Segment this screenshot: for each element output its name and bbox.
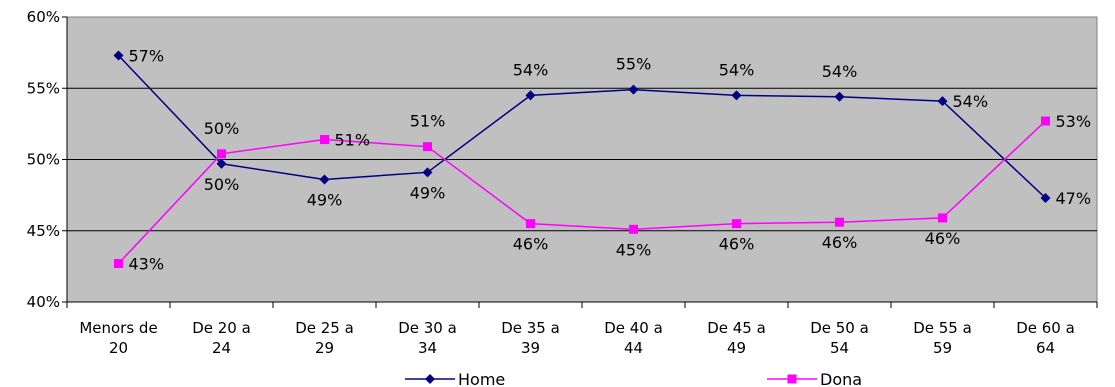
data-point-dona xyxy=(217,149,226,159)
x-category-label: De 35 a xyxy=(501,319,560,337)
data-point-home xyxy=(113,50,124,61)
data-label-home: 55% xyxy=(616,55,652,74)
data-label-dona: 53% xyxy=(1056,112,1092,131)
data-label-home: 54% xyxy=(513,60,549,79)
data-point-dona xyxy=(423,142,432,152)
legend-label-dona: Dona xyxy=(820,370,862,387)
data-point-dona xyxy=(526,219,535,229)
y-tick-label: 50% xyxy=(27,151,60,169)
x-category-label: 20 xyxy=(109,339,128,357)
data-point-home xyxy=(525,90,536,101)
axes: 40% 45% 50% 55% 60% Menors de 20 De 20 a 24 De 25… xyxy=(27,8,1098,357)
data-label-dona: 46% xyxy=(719,235,755,254)
data-point-home xyxy=(319,174,330,185)
x-category-label: 54 xyxy=(830,339,849,357)
x-category-label: De 60 a xyxy=(1016,319,1075,337)
x-category-label: De 30 a xyxy=(398,319,457,337)
data-label-dona: 46% xyxy=(822,233,858,252)
data-label-home: 54% xyxy=(822,62,858,81)
data-point-dona xyxy=(835,217,844,227)
x-category-label: 49 xyxy=(727,339,746,357)
data-point-dona xyxy=(1041,116,1050,126)
x-category-label: De 45 a xyxy=(707,319,766,337)
data-labels: 57% 50% 49% 49% 54% 55% 54% 54% 54% 47% 43% 50% 51% 5… xyxy=(129,46,1092,273)
x-category-label: De 40 a xyxy=(604,319,663,337)
y-tick-label: 55% xyxy=(27,79,60,97)
series-group xyxy=(113,50,1051,269)
data-point-home xyxy=(834,91,845,102)
data-point-dona xyxy=(938,213,947,223)
x-category-label: De 25 a xyxy=(295,319,354,337)
legend-marker-dona xyxy=(787,374,797,384)
legend-label-home: Home xyxy=(458,370,505,387)
x-category-label: 64 xyxy=(1036,339,1055,357)
data-label-home: 47% xyxy=(1056,189,1092,208)
data-label-dona: 51% xyxy=(410,112,446,131)
x-category-label: De 20 a xyxy=(192,319,251,337)
data-label-home: 54% xyxy=(719,60,755,79)
legend-marker-home xyxy=(425,374,435,384)
data-point-home xyxy=(937,96,948,107)
data-label-dona: 51% xyxy=(335,131,371,150)
x-category-label: Menors de xyxy=(79,319,157,337)
x-category-label: 59 xyxy=(933,339,952,357)
y-tick-label: 45% xyxy=(27,222,60,240)
data-label-home: 50% xyxy=(204,175,240,194)
data-label-dona: 50% xyxy=(204,119,240,138)
x-category-label: De 55 a xyxy=(913,319,972,337)
plot-area xyxy=(66,16,1098,303)
legend: Home Dona xyxy=(405,370,862,387)
x-category-label: 34 xyxy=(418,339,437,357)
x-category-label: 24 xyxy=(212,339,231,357)
y-tick-label: 40% xyxy=(27,293,60,311)
data-point-home xyxy=(216,158,227,169)
x-category-label: 39 xyxy=(521,339,540,357)
series-line-home xyxy=(117,54,1047,199)
data-label-home: 49% xyxy=(410,183,446,202)
series-line-dona xyxy=(117,120,1047,265)
data-point-home xyxy=(628,84,639,95)
x-category-label: De 50 a xyxy=(810,319,869,337)
x-category-label: 29 xyxy=(315,339,334,357)
data-label-dona: 46% xyxy=(925,229,961,248)
y-tick-label: 60% xyxy=(27,8,60,26)
data-point-home xyxy=(422,167,433,178)
data-point-dona xyxy=(114,259,123,269)
x-category-label: 44 xyxy=(624,339,643,357)
data-point-dona xyxy=(320,135,329,145)
data-point-dona xyxy=(732,219,741,229)
data-label-home: 54% xyxy=(953,92,989,111)
data-point-home xyxy=(1040,192,1051,203)
data-label-dona: 46% xyxy=(513,235,549,254)
data-label-dona: 43% xyxy=(129,255,165,274)
data-label-home: 57% xyxy=(129,46,165,65)
data-label-home: 49% xyxy=(307,190,343,209)
data-point-dona xyxy=(629,224,638,234)
data-point-home xyxy=(731,90,742,101)
data-label-dona: 45% xyxy=(616,240,652,259)
